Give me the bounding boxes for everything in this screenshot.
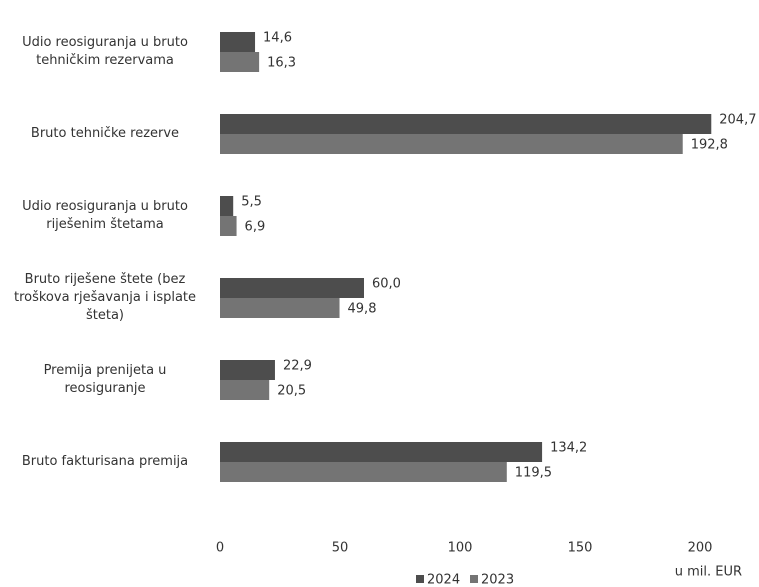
value-label: 192,8 [691,138,728,153]
x-tick-label: 100 [448,541,473,556]
bar [220,298,340,318]
x-axis-label: u mil. EUR [675,565,742,580]
value-label: 22,9 [283,359,312,374]
legend-swatch [416,575,424,583]
category-label: Premija prenijeta u reosiguranje [43,363,167,396]
value-label: 16,3 [267,56,296,71]
value-label: 204,7 [719,113,756,128]
legend-swatch [470,575,478,583]
value-label: 20,5 [277,384,306,399]
bar [220,196,234,216]
bar [220,134,683,154]
category-label: Bruto tehničke rezerve [30,126,180,141]
category-label: Bruto fakturisana premija [21,454,189,469]
bar [220,360,275,380]
x-tick-label: 200 [688,541,713,556]
bar [220,32,256,52]
value-label: 60,0 [372,277,401,292]
x-tick-label: 0 [216,541,224,556]
x-tick-label: 150 [568,541,593,556]
category-label: Bruto riješene štete (bez troškova rješa… [13,272,197,323]
value-label: 119,5 [515,466,552,481]
category-label: Udio reosiguranja u bruto tehničkim reze… [22,35,188,68]
value-label: 5,5 [241,195,262,210]
bar [220,52,260,72]
value-label: 134,2 [550,441,587,456]
bar [220,380,270,400]
legend-label: 2024 [427,573,460,587]
category-label: Udio reosiguranja u bruto riješenim štet… [22,199,188,232]
bar [220,278,364,298]
value-label: 49,8 [348,302,377,317]
value-label: 6,9 [245,220,266,235]
bar [220,216,237,236]
x-tick-label: 50 [332,541,349,556]
bar [220,114,712,134]
bar [220,462,507,482]
value-label: 14,6 [263,31,292,46]
bar [220,442,543,462]
legend-label: 2023 [481,573,514,587]
